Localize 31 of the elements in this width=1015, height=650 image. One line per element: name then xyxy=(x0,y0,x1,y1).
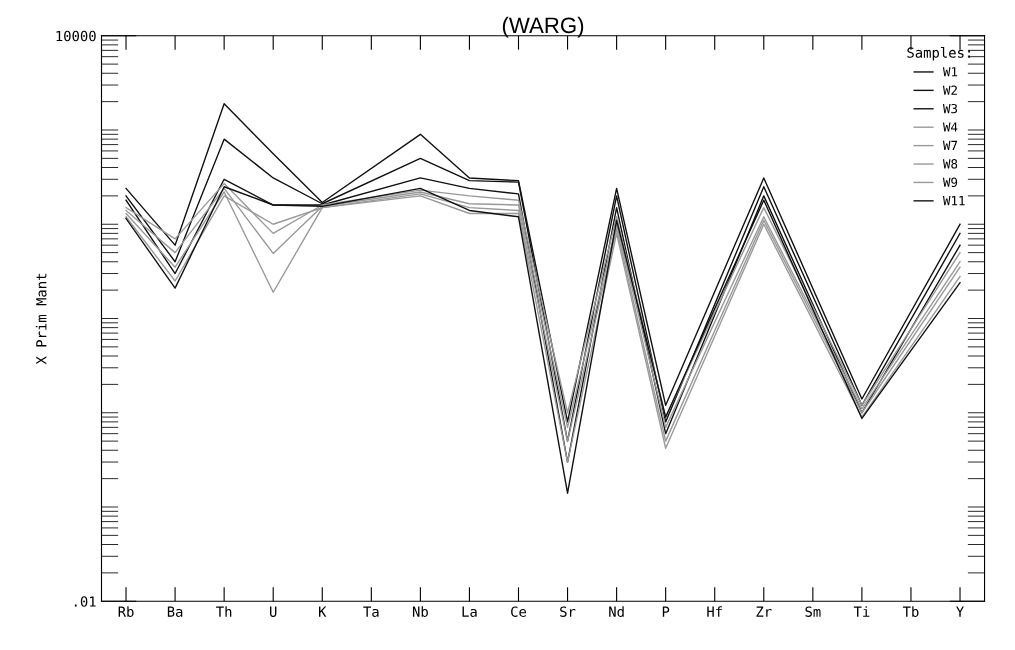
x-tick-label: Y xyxy=(956,606,964,617)
x-tick-label: Zr xyxy=(756,606,772,617)
x-tick-label: La xyxy=(462,606,477,617)
y-tick-label: 10000 xyxy=(56,30,96,42)
x-tick-label: Hf xyxy=(707,606,722,617)
legend-label: W1 xyxy=(942,67,958,77)
x-tick-label: Nb xyxy=(412,606,428,617)
y-tick-label: .01 xyxy=(74,596,96,607)
x-tick-label: Rb xyxy=(118,606,134,617)
legend-label: W3 xyxy=(942,103,958,114)
legend-title: Samples: xyxy=(907,47,970,61)
legend-label: W7 xyxy=(942,140,958,150)
x-tick-label: Ti xyxy=(853,606,870,617)
legend-label: W11 xyxy=(942,196,965,206)
x-tick-label: Sm xyxy=(805,606,821,617)
x-tick-label: P xyxy=(662,606,670,617)
y-axis-title: X Prim Mant xyxy=(35,273,47,365)
legend-label: W4 xyxy=(942,122,958,132)
x-tick-label: Sr xyxy=(560,606,576,617)
x-tick-label: Tb xyxy=(902,606,919,617)
x-tick-label: Ce xyxy=(511,606,527,617)
legend-label: W9 xyxy=(942,177,958,187)
x-tick-label: U xyxy=(270,606,277,617)
x-tick-label: Nd xyxy=(609,606,624,617)
x-tick-label: Ta xyxy=(363,606,379,617)
x-tick-label: Th xyxy=(216,606,232,617)
chart-title: (WARG) xyxy=(502,16,584,38)
x-tick-label: K xyxy=(319,606,327,617)
x-tick-label: Ba xyxy=(167,606,183,617)
legend-label: W8 xyxy=(942,159,958,169)
legend-label: W2 xyxy=(942,85,957,95)
